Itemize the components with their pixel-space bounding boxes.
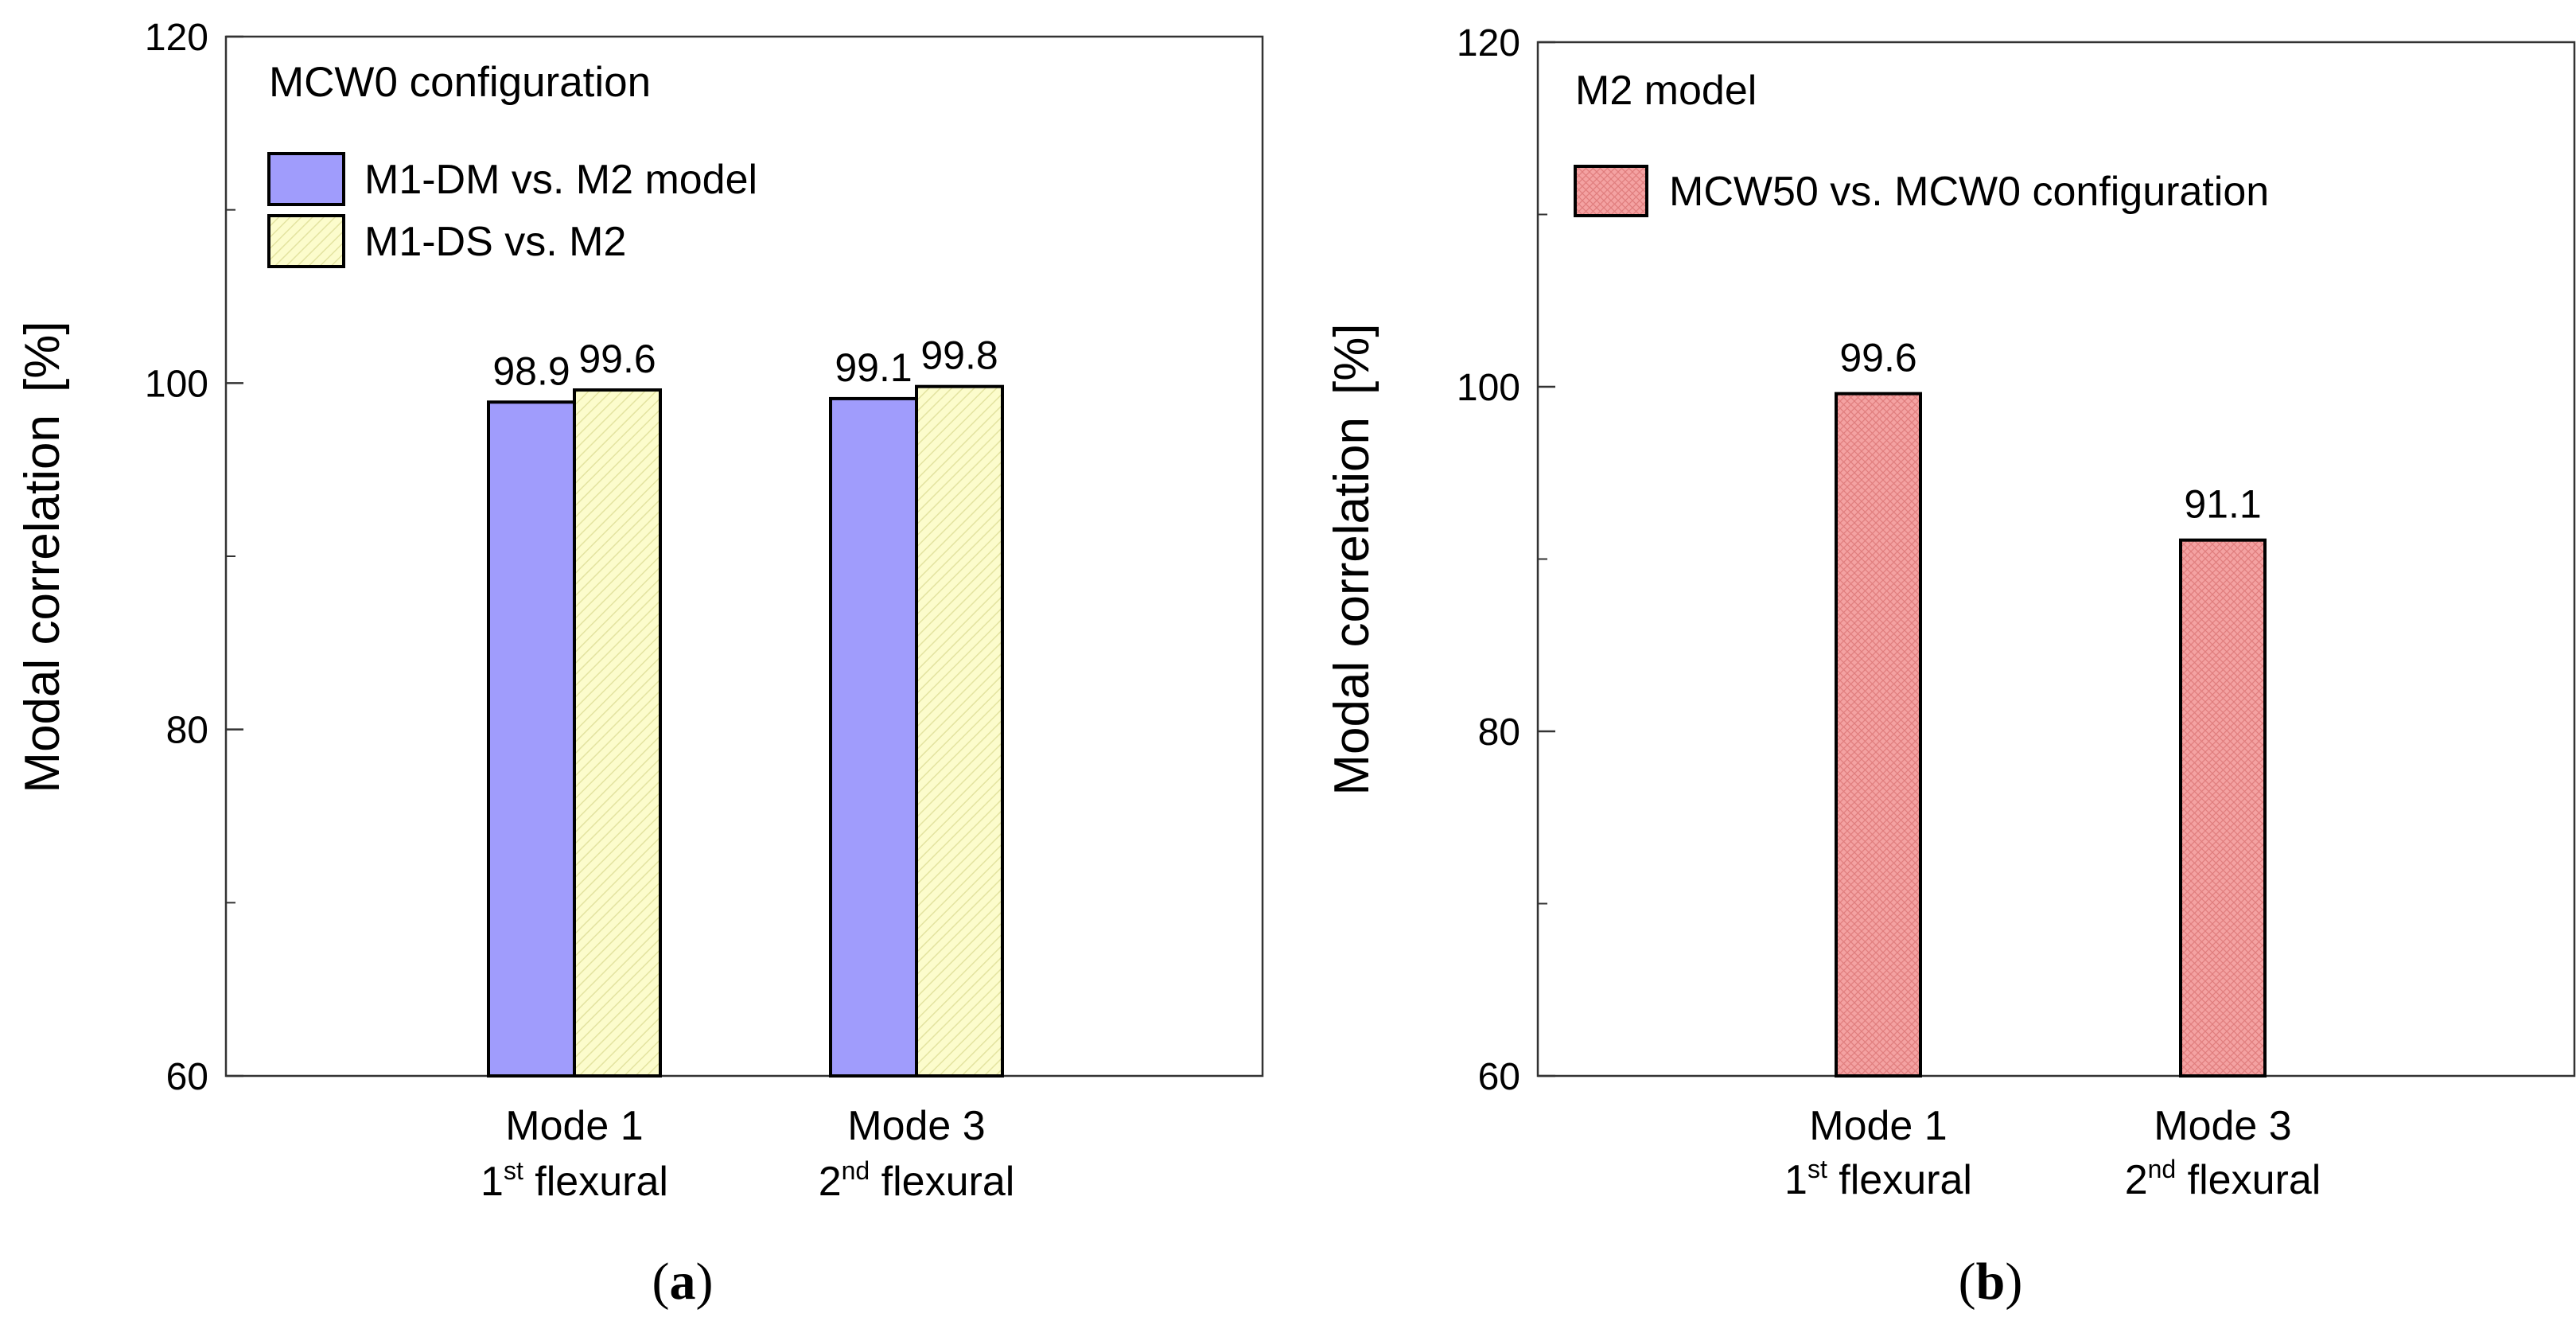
- category-description: flexural: [1827, 1157, 1972, 1203]
- bar: [1835, 392, 1922, 1078]
- bar: [487, 400, 576, 1078]
- y-tick-label: 120: [145, 17, 208, 59]
- y-axis-label-text: Modal correlation: [15, 415, 70, 793]
- category-ordinal-suffix: nd: [842, 1156, 870, 1185]
- data-label: 91.1: [2184, 482, 2261, 527]
- category-ordinal: 2: [819, 1159, 842, 1205]
- data-label: 99.8: [920, 333, 998, 378]
- panel-label-open: (: [652, 1253, 670, 1311]
- y-axis-label: Modal correlation [%]: [1325, 323, 1379, 795]
- panel-label-letter: a: [670, 1253, 696, 1311]
- legend-swatch: [267, 152, 345, 206]
- y-tick-label: 60: [166, 1056, 208, 1098]
- bar: [573, 388, 662, 1078]
- y-axis-label-text: Modal correlation: [1325, 417, 1379, 796]
- data-label: 99.1: [835, 345, 912, 390]
- category-sublabel: 1st flexural: [481, 1156, 668, 1205]
- panel-label-open: (: [1959, 1253, 1976, 1311]
- bar: [829, 396, 918, 1078]
- bar: [2179, 538, 2267, 1078]
- legend-swatch: [267, 214, 345, 268]
- y-tick-label: 100: [145, 363, 208, 405]
- category-sublabel: 2nd flexural: [819, 1156, 1015, 1205]
- panel-label-letter: b: [1976, 1253, 2006, 1311]
- y-axis-label-unit: [%]: [15, 321, 70, 392]
- category-sublabel: 1st flexural: [1784, 1155, 1972, 1203]
- data-label: 99.6: [578, 337, 656, 381]
- bar: [915, 384, 1004, 1078]
- data-label: 99.6: [1839, 336, 1916, 380]
- category-label: Mode 1: [505, 1103, 643, 1149]
- category-label: Mode 3: [847, 1103, 985, 1149]
- category-sublabel: 2nd flexural: [2125, 1155, 2321, 1203]
- category-description: flexural: [870, 1159, 1014, 1205]
- category-ordinal-suffix: st: [1807, 1155, 1827, 1183]
- legend-label: M1-DM vs. M2 model: [364, 157, 757, 203]
- category-ordinal: 1: [481, 1159, 504, 1205]
- category-ordinal: 2: [2125, 1157, 2148, 1203]
- panel-label: (a): [652, 1253, 714, 1311]
- panel-label: (b): [1959, 1253, 2023, 1311]
- category-label: Mode 3: [2154, 1103, 2291, 1149]
- y-axis-label-unit: [%]: [1325, 323, 1379, 395]
- category-ordinal: 1: [1784, 1157, 1807, 1203]
- y-tick-label: 80: [166, 710, 208, 752]
- category-ordinal-suffix: nd: [2148, 1155, 2177, 1183]
- category-description: flexural: [523, 1159, 668, 1205]
- y-tick-label: 100: [1457, 367, 1520, 409]
- panel-label-close: ): [2005, 1253, 2022, 1311]
- y-tick-label: 120: [1457, 22, 1520, 64]
- category-description: flexural: [2176, 1157, 2321, 1203]
- category-label: Mode 1: [1809, 1103, 1947, 1149]
- legend-swatch: [1574, 165, 1648, 217]
- legend-label: M1-DS vs. M2: [364, 219, 626, 265]
- y-axis-label: Modal correlation [%]: [15, 321, 70, 793]
- panel-label-close: ): [696, 1253, 714, 1311]
- category-ordinal-suffix: st: [504, 1156, 523, 1185]
- y-tick-label: 60: [1478, 1056, 1520, 1098]
- legend-label: MCW50 vs. MCW0 configuration: [1669, 169, 2269, 215]
- y-tick-label: 80: [1478, 711, 1520, 754]
- chart-b: 60 80 100 120 Modal correlation [%] 99.6 91.1 Mo…: [1325, 22, 2576, 1311]
- legend-title: MCW0 configuration: [269, 59, 651, 106]
- legend-title: M2 model: [1575, 68, 1757, 114]
- data-label: 98.9: [492, 349, 570, 393]
